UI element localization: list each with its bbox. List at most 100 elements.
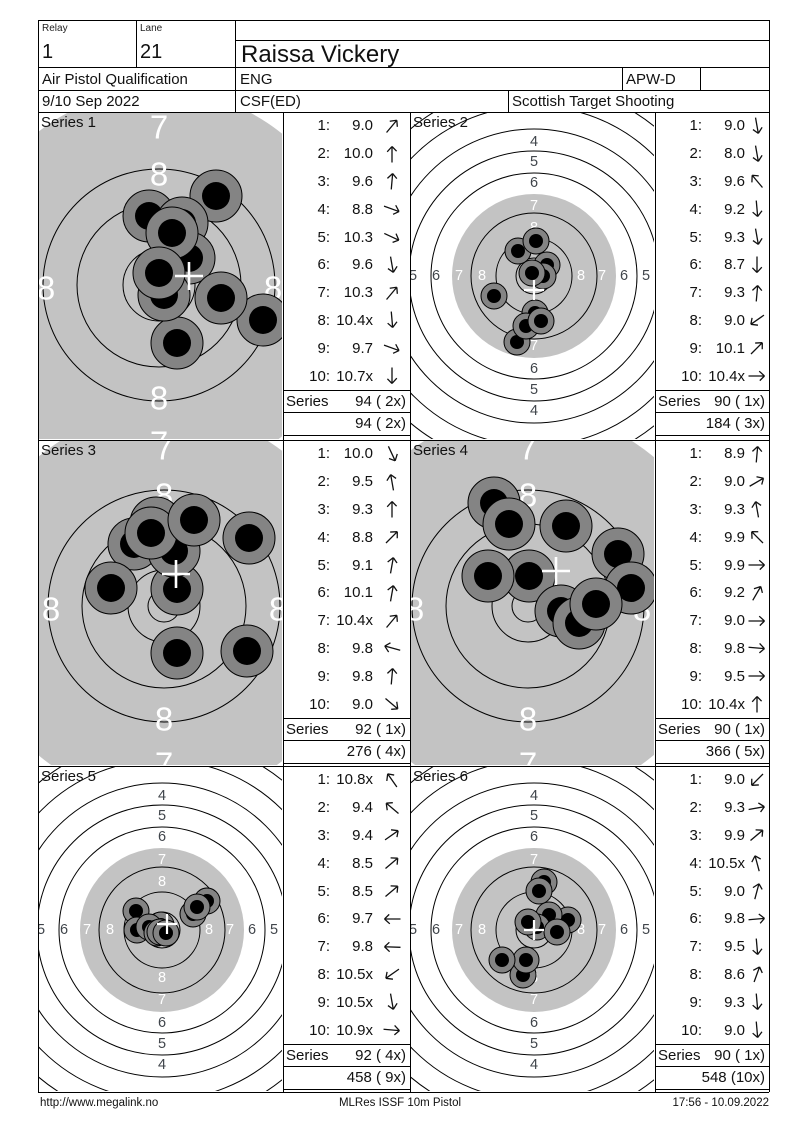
shot-number: 2: <box>317 473 330 491</box>
score-list-series-3: 1: 10.0 2: 9.5 3: 9.3 4: 8.8 5: 9.1 6: 10.1 7: 10.4x 8… <box>283 440 410 718</box>
shot-direction-arrow <box>386 584 398 602</box>
score-row: 5: 9.1 <box>283 551 410 579</box>
ring-number: 8 <box>577 268 585 284</box>
ring-number: 4 <box>158 788 166 804</box>
shot-value: 10.3 <box>343 228 373 246</box>
score-row: 4: 10.5x <box>655 849 769 877</box>
shot-number: 5: <box>689 228 702 246</box>
ring-circle <box>39 804 282 1056</box>
shot-direction-arrow <box>748 913 765 924</box>
ring-number: 7 <box>519 441 537 467</box>
ring-number: 7 <box>530 852 538 868</box>
shot-direction-arrow <box>748 615 765 626</box>
grid-line <box>283 740 410 741</box>
shot-value: 10.1 <box>343 584 373 602</box>
shot-number: 1: <box>689 117 702 135</box>
shot-value: 9.8 <box>724 639 745 657</box>
score-row: 8: 9.0 <box>655 307 769 335</box>
ring-number: 6 <box>620 268 628 284</box>
ring-number: 8 <box>478 268 486 284</box>
shot-number: 6: <box>689 256 702 274</box>
shot-value: 8.8 <box>352 200 373 218</box>
shot-hole <box>512 946 540 974</box>
shot-direction-arrow <box>386 557 398 574</box>
mpi-cross <box>524 280 544 300</box>
shot-direction-arrow <box>387 256 398 273</box>
shot-number: 9: <box>689 339 702 357</box>
shot-direction-arrow <box>751 855 762 872</box>
shot-number: 10: <box>681 367 702 385</box>
score-row: 2: 9.3 <box>655 794 769 822</box>
shot-value: 10.5x <box>336 993 373 1011</box>
ring-number: 5 <box>411 268 417 284</box>
ring-circle <box>470 866 598 994</box>
score-row: 5: 9.0 <box>655 877 769 905</box>
score-row: 8: 10.4x <box>283 307 410 335</box>
shot-number: 1: <box>317 117 330 135</box>
shot-hole <box>569 577 623 631</box>
ring-number: 5 <box>158 808 166 824</box>
score-row: 10: 10.4x <box>655 362 769 390</box>
ring-circle <box>430 172 638 380</box>
shot-direction-arrow <box>752 145 763 162</box>
shot-value: 8.6 <box>724 965 745 983</box>
shot-value: 10.0 <box>343 445 373 463</box>
shooter-name: Raissa Vickery <box>241 41 400 68</box>
shot-number: 10: <box>681 1021 702 1039</box>
shot-number: 2: <box>689 473 702 491</box>
shot-direction-arrow <box>748 643 765 654</box>
ring-number: 6 <box>60 922 68 938</box>
shot-hole <box>167 493 221 547</box>
grid-line <box>283 435 410 436</box>
mpi-cross <box>162 560 190 588</box>
grid-line <box>283 1044 410 1045</box>
shot-value: 9.0 <box>724 882 745 900</box>
score-row: 4: 9.2 <box>655 195 769 223</box>
shot-direction-arrow <box>385 286 398 300</box>
shot-value: 9.9 <box>724 528 745 546</box>
shot-value: 9.9 <box>724 826 745 844</box>
score-row: 3: 9.4 <box>283 822 410 850</box>
target-svg-series-3: 788 887 <box>39 441 282 765</box>
footer-datetime: 17:56 - 10.09.2022 <box>672 1097 769 1109</box>
shot-direction-arrow <box>752 938 763 955</box>
shot-number: 1: <box>317 771 330 789</box>
shot-hole <box>145 206 199 260</box>
series-total-row: Series 92 ( 4x) <box>283 1044 410 1066</box>
shot-hole <box>488 946 516 974</box>
score-row: 4: 8.5 <box>283 849 410 877</box>
ring-number: 8 <box>42 591 60 628</box>
shot-value: 9.3 <box>724 228 745 246</box>
shot-value: 9.1 <box>352 556 373 574</box>
score-row: 9: 9.3 <box>655 988 769 1016</box>
score-list-series-2: 1: 9.0 2: 8.0 3: 9.6 4: 9.2 5: 9.3 6: 8.7 7: 9.3 8: 9.0… <box>655 112 769 390</box>
ring-number: 8 <box>158 970 166 986</box>
shot-direction-arrow <box>384 698 398 711</box>
score-row: 2: 9.5 <box>283 468 410 496</box>
score-row: 8: 10.5x <box>283 961 410 989</box>
grid-line <box>38 1092 769 1093</box>
shot-hole <box>150 316 204 370</box>
shot-value: 9.6 <box>352 172 373 190</box>
series-total-row: Series 90 ( 1x) <box>655 718 769 740</box>
score-row: 7: 10.4x <box>283 607 410 635</box>
score-row: 7: 9.5 <box>655 933 769 961</box>
shot-number: 6: <box>689 584 702 602</box>
series-total-label: Series <box>286 1046 329 1064</box>
cumulative-total-row: 276 ( 4x) <box>283 740 410 763</box>
shot-value: 9.5 <box>352 473 373 491</box>
grid-line <box>38 20 769 21</box>
ring-number: 8 <box>155 701 173 738</box>
shot-number: 7: <box>317 284 330 302</box>
score-row: 1: 10.0 <box>283 440 410 468</box>
grid-line <box>38 90 769 91</box>
shot-direction-arrow <box>752 228 763 245</box>
ring-number: 7 <box>83 922 91 938</box>
ring-number: 5 <box>411 922 417 938</box>
score-row: 7: 9.3 <box>655 279 769 307</box>
ring-number: 7 <box>158 992 166 1008</box>
shot-number: 8: <box>317 639 330 657</box>
shot-value: 10.4x <box>336 311 373 329</box>
shot-number: 3: <box>689 500 702 518</box>
